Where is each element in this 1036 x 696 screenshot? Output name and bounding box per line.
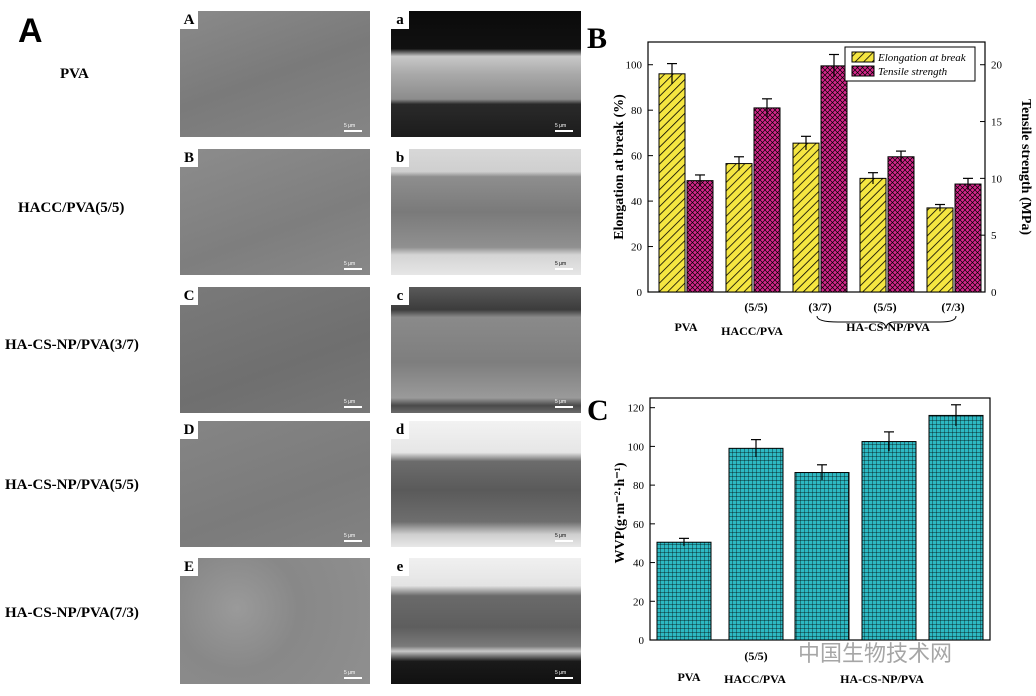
sem-cross-hacsnp-3-7: c 5 μm <box>391 287 581 413</box>
bar-tensile <box>686 180 714 293</box>
scale-bar: 5 μm <box>555 670 573 679</box>
chart-c-ratio-label: (5/5) <box>744 649 767 663</box>
row-label-pva: PVA <box>60 66 89 82</box>
y-tick-label: 100 <box>628 441 645 453</box>
chart-b-ylabel-right: Tensile strength (MPa) <box>1018 99 1033 235</box>
bar-elongation <box>859 177 887 293</box>
chart-b-group-label: HACC/PVA <box>721 324 783 338</box>
sem-label: A <box>180 11 198 29</box>
bar-wvp <box>794 472 850 641</box>
y-right-tick-label: 15 <box>991 117 1003 129</box>
chart-b-ratio-label: (5/5) <box>744 300 767 314</box>
watermark: 中国生物技术网 <box>798 642 953 667</box>
sem-cross-hacc-pva: b 5 μm <box>391 149 581 275</box>
y-tick-label: 0 <box>637 287 643 299</box>
y-tick-label: 80 <box>631 105 643 117</box>
sem-surface-pva: A 5 μm <box>180 11 370 137</box>
y-tick-label: 80 <box>633 480 645 492</box>
sem-cross-pva: a 5 μm <box>391 11 581 137</box>
bar-elongation <box>792 142 820 293</box>
scale-bar: 5 μm <box>344 533 362 542</box>
chart-b-tensile: B 0 20 40 60 80 100 0 5 10 15 20 Elongation at bre… <box>587 22 1033 338</box>
bar-elongation <box>926 207 954 293</box>
chart-c-ylabel: WVP(g·m⁻²·h⁻¹) <box>613 462 628 563</box>
bar-elongation <box>658 73 686 293</box>
bar-wvp <box>728 447 784 641</box>
panel-a-letter: A <box>18 12 43 50</box>
sem-cross-hacsnp-5-5: d 5 μm <box>391 421 581 547</box>
scale-bar: 5 μm <box>555 533 573 542</box>
bar-wvp <box>656 541 712 641</box>
bar-tensile <box>887 156 915 293</box>
sem-label: d <box>391 421 409 439</box>
chart-b-ratio-label: (3/7) <box>808 300 831 314</box>
sem-label: C <box>180 287 198 305</box>
scale-bar: 5 μm <box>555 123 573 132</box>
y-tick-label: 120 <box>628 403 645 415</box>
chart-b-group-brace <box>816 315 957 329</box>
y-right-tick-label: 5 <box>991 230 997 242</box>
sem-label: e <box>391 558 409 576</box>
legend-swatch-tensile <box>851 65 875 77</box>
sem-label: a <box>391 11 409 29</box>
bar-elongation <box>725 163 753 293</box>
scale-bar: 5 μm <box>344 123 362 132</box>
legend-label-tensile: Tensile strength <box>878 66 948 78</box>
y-right-tick-label: 10 <box>991 173 1003 185</box>
bar-tensile <box>820 65 848 293</box>
y-tick-label: 60 <box>633 519 645 531</box>
sem-label: D <box>180 421 198 439</box>
chart-b-ylabel: Elongation at break (%) <box>612 94 627 240</box>
y-right-tick-label: 0 <box>991 287 997 299</box>
row-label-hacc-pva: HACC/PVA(5/5) <box>18 200 125 216</box>
y-tick-label: 60 <box>631 151 643 163</box>
y-tick-label: 40 <box>633 558 645 570</box>
sem-surface-hacsnp-3-7: C 5 μm <box>180 287 370 413</box>
y-tick-label: 0 <box>639 635 645 647</box>
chart-b-ratio-label: (7/3) <box>941 300 964 314</box>
chart-b-legend: Elongation at break Tensile strength <box>844 46 976 82</box>
bar-wvp <box>861 441 917 641</box>
scale-bar: 5 μm <box>344 670 362 679</box>
chart-c-wvp: C 0 20 40 60 80 100 120 WVP(g·m⁻²·h⁻¹) (5/5) P… <box>587 394 991 686</box>
y-tick-label: 40 <box>631 196 643 208</box>
chart-c-group-label: PVA <box>677 670 700 684</box>
y-right-tick-label: 20 <box>991 60 1003 72</box>
sem-label: b <box>391 149 409 167</box>
chart-b-group-label: PVA <box>674 320 697 334</box>
chart-c-group-label: HA-CS-NP/PVA <box>840 672 924 686</box>
bar-tensile <box>954 183 982 293</box>
sem-label: E <box>180 558 198 576</box>
sem-label: B <box>180 149 198 167</box>
panel-c-letter: C <box>587 394 609 427</box>
bar-wvp <box>928 414 984 641</box>
y-tick-label: 100 <box>626 60 643 72</box>
legend-swatch-elongation <box>851 51 875 63</box>
row-label-hacsnp-3-7: HA-CS-NP/PVA(3/7) <box>5 337 139 353</box>
panel-b-letter: B <box>587 22 607 55</box>
scale-bar: 5 μm <box>555 261 573 270</box>
chart-c-group-label: HACC/PVA <box>724 672 786 686</box>
chart-b-group-label: HA-CS-NP/PVA <box>846 320 930 334</box>
row-label-hacsnp-5-5: HA-CS-NP/PVA(5/5) <box>5 477 139 493</box>
y-tick-label: 20 <box>633 596 645 608</box>
chart-b-ratio-label: (5/5) <box>873 300 896 314</box>
sem-cross-hacsnp-7-3: e 5 μm <box>391 558 581 684</box>
row-label-hacsnp-7-3: HA-CS-NP/PVA(7/3) <box>5 605 139 621</box>
y-tick-label: 20 <box>631 242 643 254</box>
legend-label-elongation: Elongation at break <box>877 52 967 64</box>
sem-surface-hacsnp-7-3: E 5 μm <box>180 558 370 684</box>
bar-tensile <box>753 107 781 293</box>
sem-label: c <box>391 287 409 305</box>
scale-bar: 5 μm <box>555 399 573 408</box>
sem-surface-hacsnp-5-5: D 5 μm <box>180 421 370 547</box>
scale-bar: 5 μm <box>344 261 362 270</box>
scale-bar: 5 μm <box>344 399 362 408</box>
sem-surface-hacc-pva: B 5 μm <box>180 149 370 275</box>
